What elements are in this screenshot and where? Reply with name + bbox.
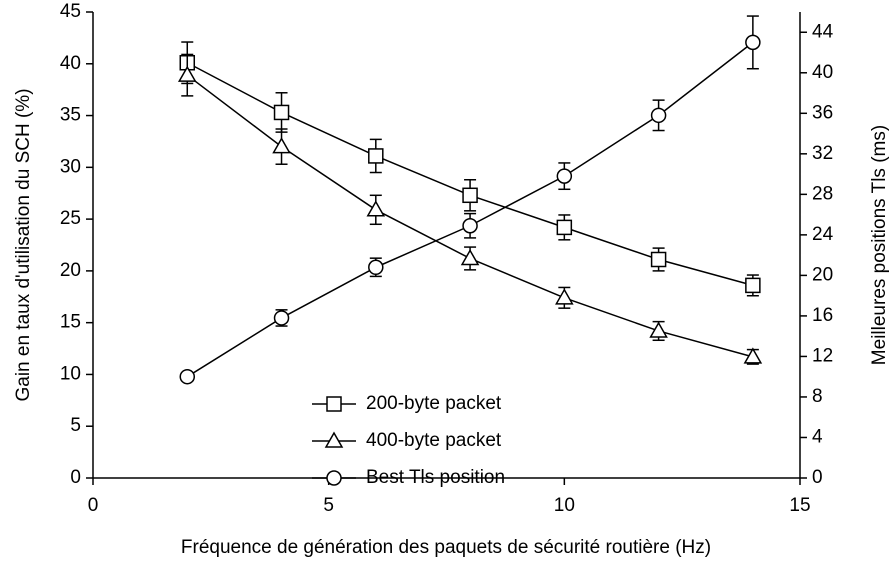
x-tick-label: 10 xyxy=(554,495,575,516)
x-tick-label: 0 xyxy=(88,495,99,516)
data-point xyxy=(368,259,384,276)
y-axis-label: Gain en taux d'utilisation du SCH (%) xyxy=(13,88,34,401)
data-point xyxy=(272,137,291,154)
x-tick-label: 15 xyxy=(789,495,810,516)
legend-label: Best Tls position xyxy=(366,467,505,488)
data-point xyxy=(460,248,480,266)
y-tick-label: 15 xyxy=(60,312,81,333)
y2-tick-label: 12 xyxy=(812,345,833,366)
legend-marker xyxy=(326,396,342,412)
y2-tick-label: 20 xyxy=(812,264,833,285)
data-point xyxy=(462,187,478,204)
y-tick-label: 35 xyxy=(60,105,81,126)
y2-tick-label: 28 xyxy=(812,183,833,204)
data-point xyxy=(745,34,761,51)
data-point xyxy=(177,65,197,82)
data-point xyxy=(366,200,386,217)
x-axis-label: Fréquence de génération des paquets de s… xyxy=(181,537,711,558)
data-point xyxy=(273,104,290,121)
y-tick-label: 40 xyxy=(60,53,81,74)
legend-marker xyxy=(326,470,342,486)
x-tick-label: 5 xyxy=(323,495,334,516)
y-tick-label: 10 xyxy=(60,363,81,384)
data-point xyxy=(650,251,667,268)
y2-axis-label: Meilleures positions Tls (ms) xyxy=(869,125,890,365)
data-point xyxy=(649,321,668,338)
y-tick-label: 0 xyxy=(70,467,81,488)
y-tick-label: 25 xyxy=(60,208,81,229)
y-tick-label: 30 xyxy=(60,156,81,177)
data-point xyxy=(179,368,196,385)
y2-tick-label: 40 xyxy=(812,62,833,83)
legend-label: 400-byte packet xyxy=(366,430,502,451)
data-point xyxy=(368,148,384,164)
data-point xyxy=(462,218,478,234)
legend-marker xyxy=(324,431,344,448)
legend-label: 200-byte packet xyxy=(366,393,502,414)
y-tick-label: 5 xyxy=(70,415,81,436)
data-point xyxy=(556,219,573,236)
y2-tick-label: 0 xyxy=(812,467,823,488)
y2-tick-label: 4 xyxy=(812,426,823,447)
y2-tick-label: 44 xyxy=(812,21,834,42)
y2-tick-label: 32 xyxy=(812,143,833,164)
data-point xyxy=(745,277,761,294)
data-point xyxy=(273,310,290,326)
data-point xyxy=(556,168,573,184)
y2-tick-label: 8 xyxy=(812,386,823,407)
y-tick-label: 20 xyxy=(60,260,81,281)
y2-tick-label: 16 xyxy=(812,305,833,326)
data-point xyxy=(555,288,574,305)
y-tick-label: 45 xyxy=(60,1,81,22)
y2-tick-label: 36 xyxy=(812,102,833,123)
data-point xyxy=(743,347,763,364)
data-point xyxy=(650,107,667,124)
y2-tick-label: 24 xyxy=(812,224,834,245)
